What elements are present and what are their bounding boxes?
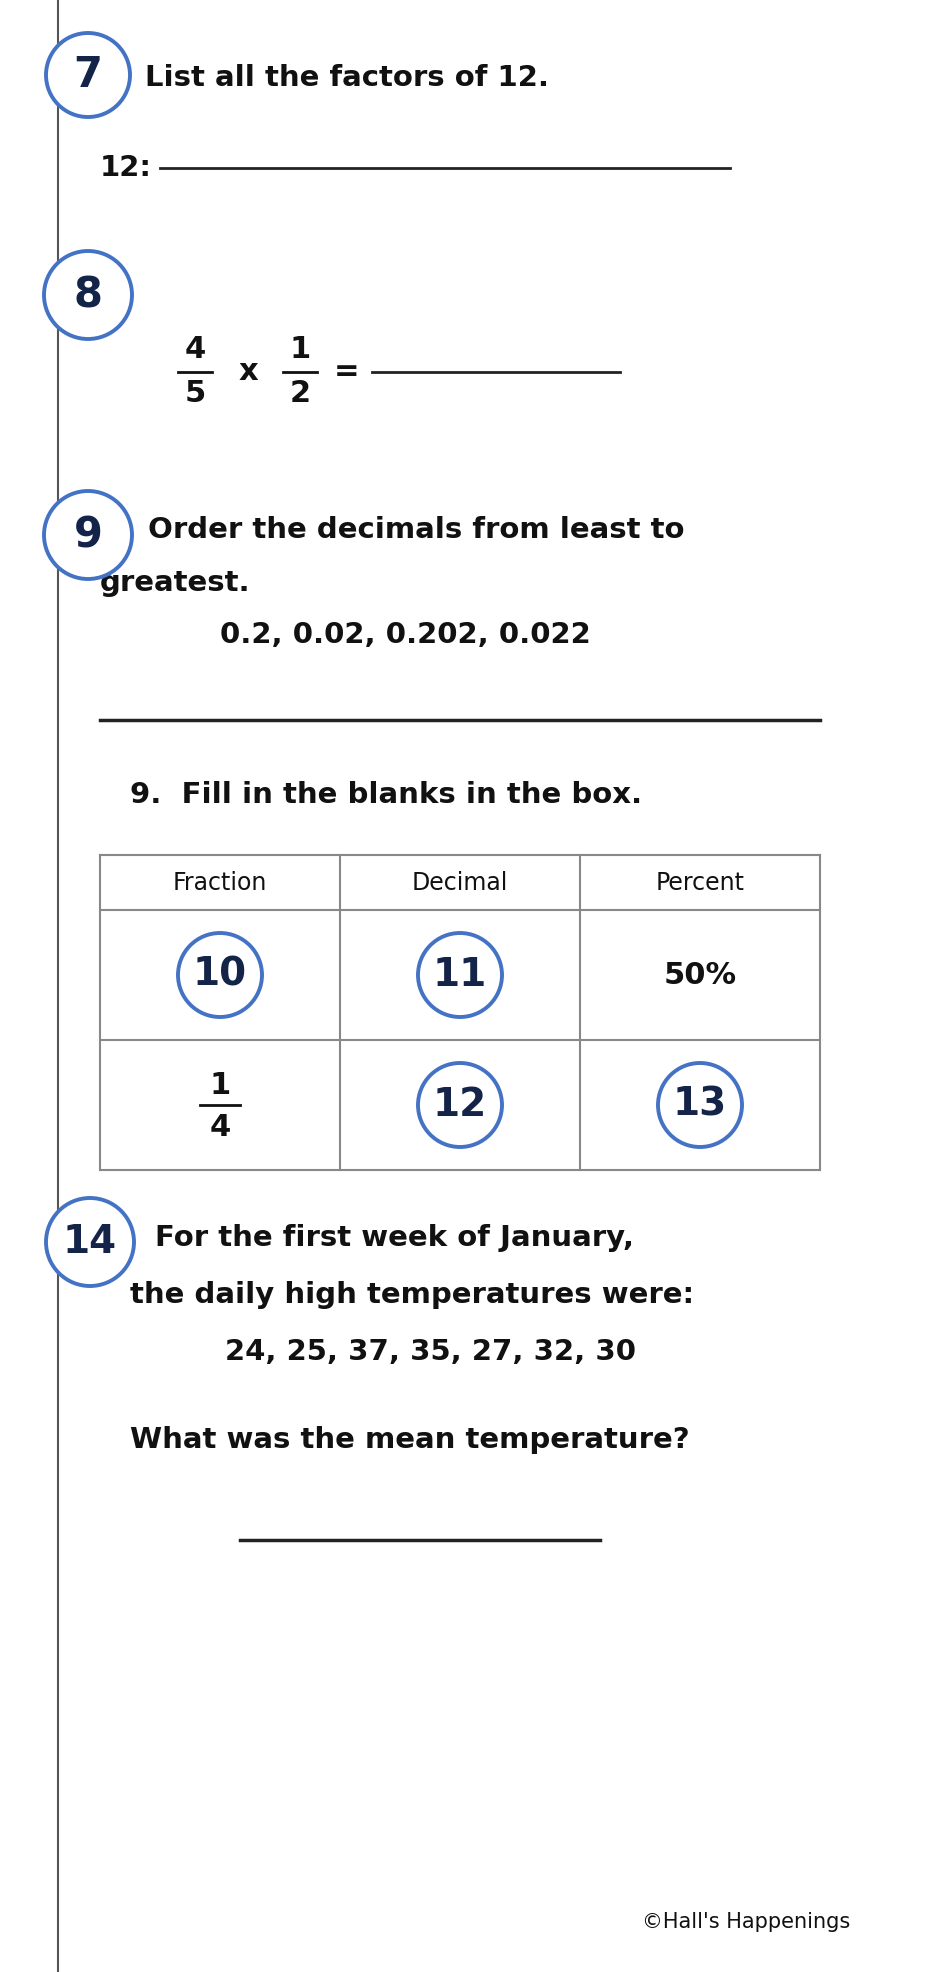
Text: 1: 1	[209, 1071, 230, 1100]
Text: Order the decimals from least to: Order the decimals from least to	[148, 517, 685, 544]
Text: 50%: 50%	[663, 960, 736, 990]
Circle shape	[46, 34, 130, 116]
Text: 0.2, 0.02, 0.202, 0.022: 0.2, 0.02, 0.202, 0.022	[220, 621, 591, 649]
Text: =: =	[334, 357, 360, 387]
Text: 13: 13	[673, 1087, 727, 1124]
Circle shape	[418, 1063, 502, 1148]
Text: the daily high temperatures were:: the daily high temperatures were:	[130, 1282, 694, 1309]
Text: ©Hall's Happenings: ©Hall's Happenings	[642, 1913, 850, 1933]
Text: 7: 7	[74, 53, 103, 97]
Text: List all the factors of 12.: List all the factors of 12.	[145, 63, 549, 93]
Text: Decimal: Decimal	[411, 870, 508, 895]
Text: 5: 5	[185, 379, 205, 408]
Text: 8: 8	[74, 274, 103, 316]
Text: 9.  Fill in the blanks in the box.: 9. Fill in the blanks in the box.	[130, 781, 642, 809]
Text: 12:: 12:	[100, 154, 152, 181]
Text: 1: 1	[289, 335, 311, 365]
Circle shape	[658, 1063, 742, 1148]
Text: Fraction: Fraction	[173, 870, 267, 895]
Text: 2: 2	[289, 379, 311, 408]
Text: 10: 10	[193, 956, 247, 994]
Text: What was the mean temperature?: What was the mean temperature?	[130, 1426, 689, 1453]
Text: 11: 11	[433, 956, 487, 994]
Circle shape	[46, 1199, 134, 1286]
Circle shape	[44, 250, 132, 339]
Text: x: x	[238, 357, 258, 387]
Circle shape	[178, 933, 262, 1018]
Text: For the first week of January,: For the first week of January,	[155, 1225, 634, 1252]
Text: Percent: Percent	[656, 870, 745, 895]
Text: greatest.: greatest.	[100, 570, 251, 598]
Text: 12: 12	[433, 1087, 487, 1124]
Text: 14: 14	[63, 1223, 117, 1260]
Circle shape	[44, 491, 132, 580]
Circle shape	[418, 933, 502, 1018]
Text: 4: 4	[185, 335, 205, 365]
Text: 24, 25, 37, 35, 27, 32, 30: 24, 25, 37, 35, 27, 32, 30	[225, 1337, 636, 1367]
Text: 9: 9	[74, 515, 103, 556]
Text: 4: 4	[209, 1112, 230, 1142]
